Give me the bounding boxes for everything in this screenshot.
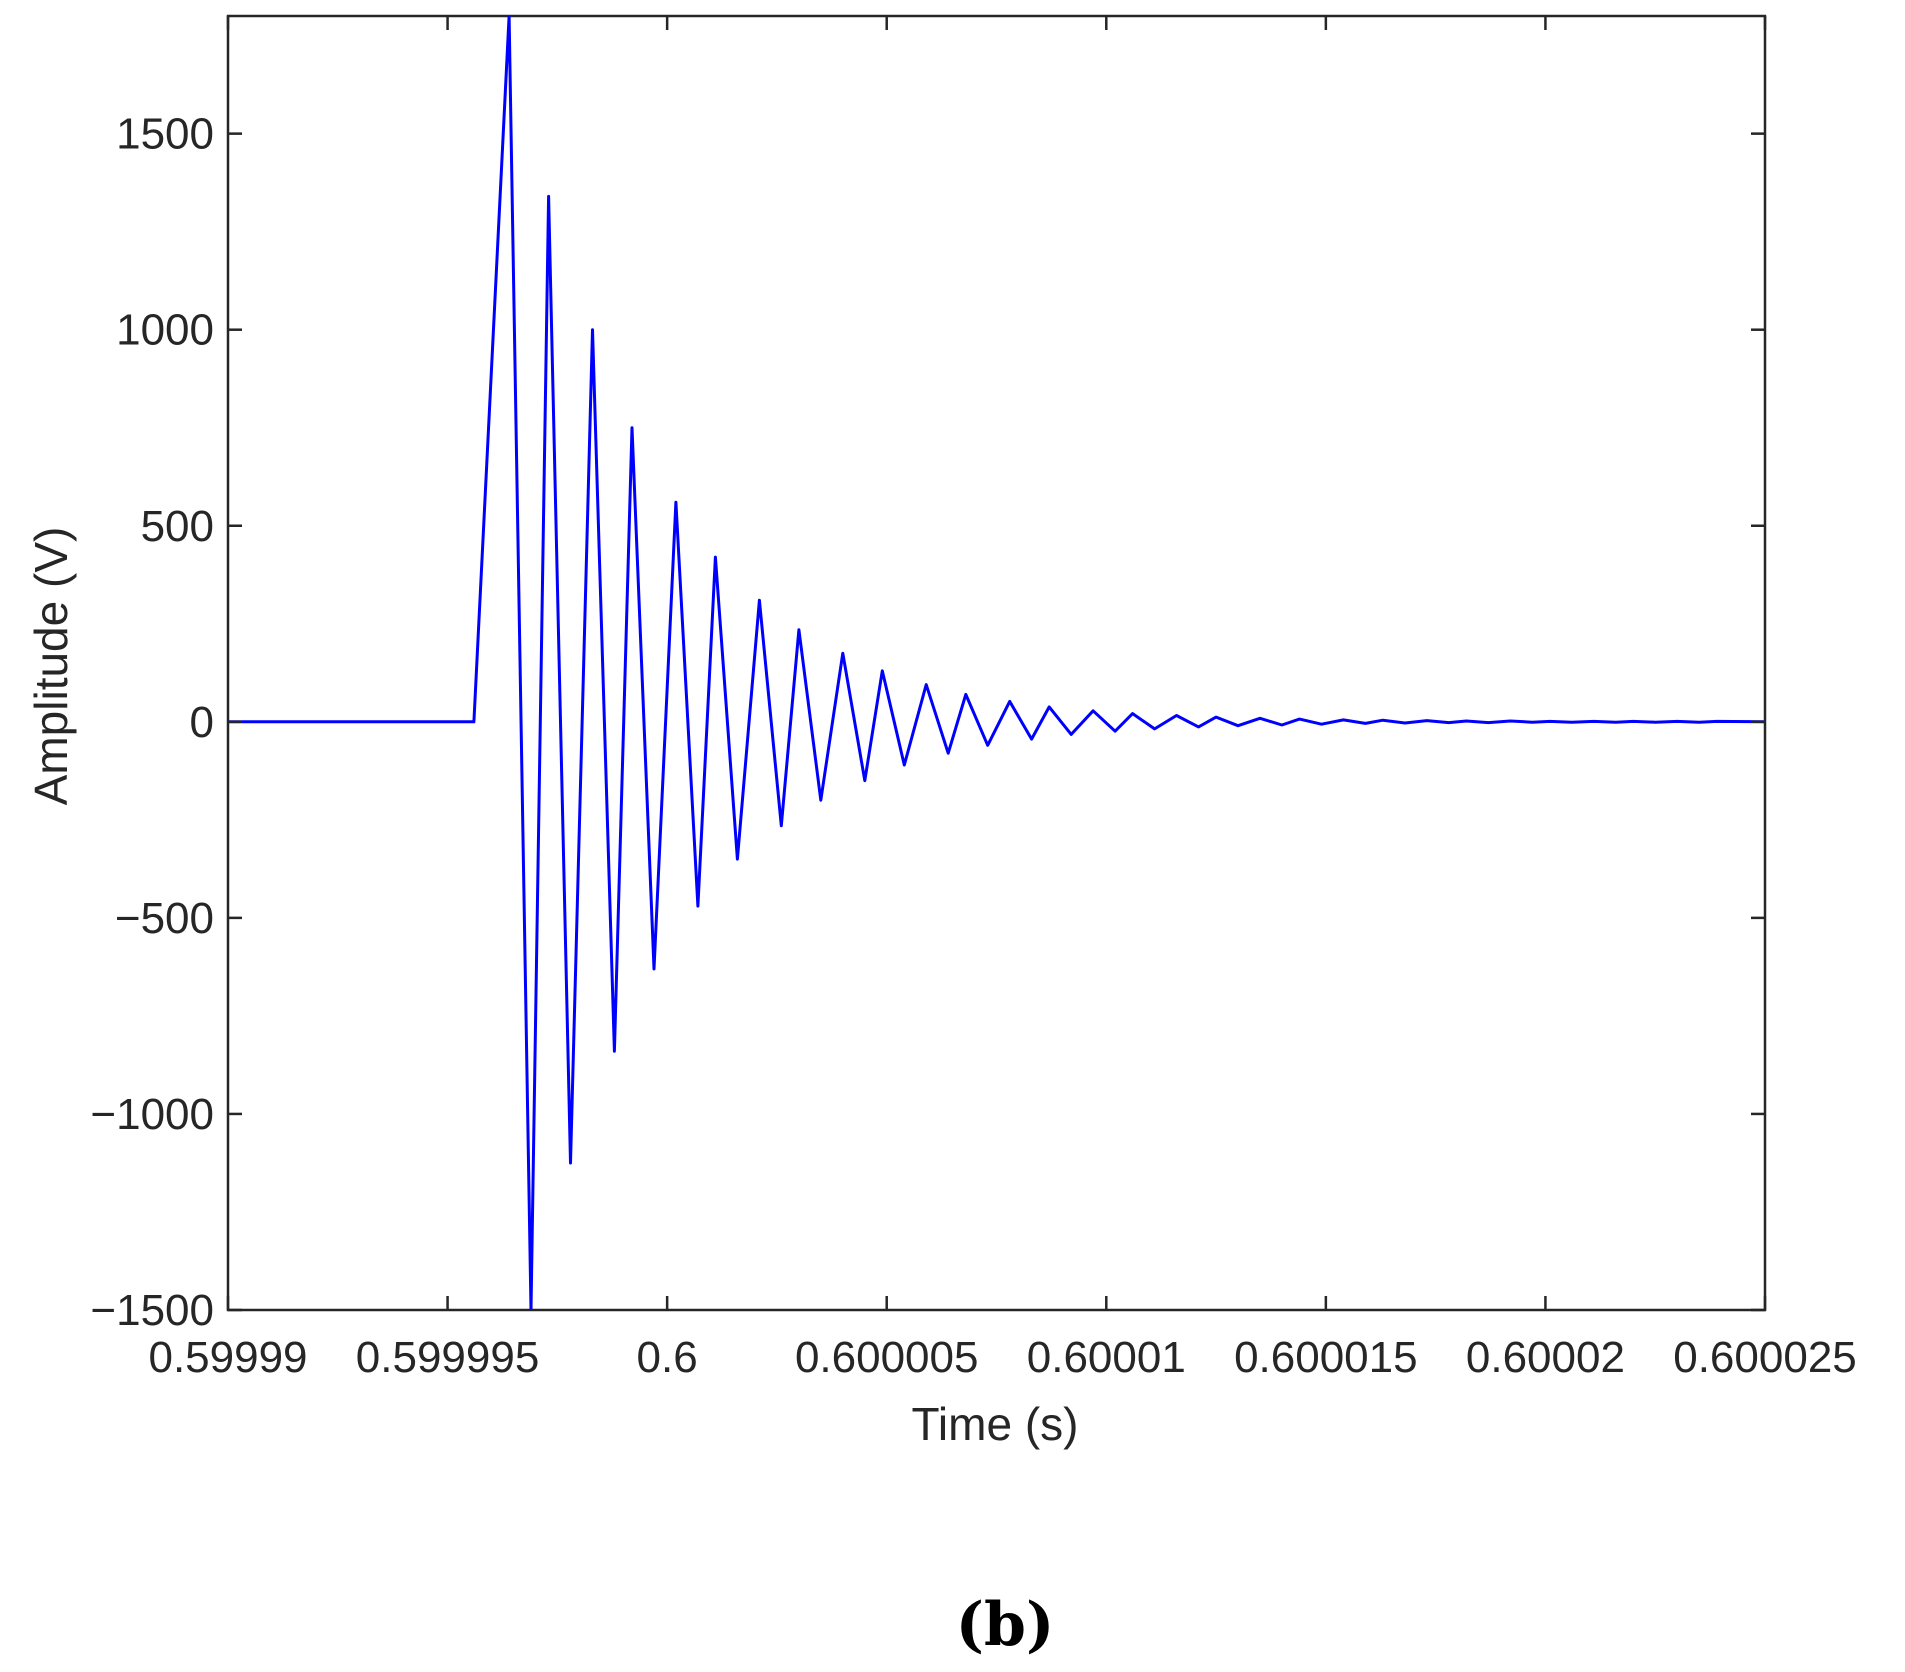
x-tick-label: 0.600025	[1673, 1333, 1857, 1382]
x-tick-label: 0.600005	[795, 1333, 979, 1382]
y-tick-label: −500	[115, 894, 214, 943]
x-axis-label: Time (s)	[912, 1398, 1079, 1450]
series-line	[228, 16, 1765, 1310]
y-axis-label: Amplitude (V)	[25, 527, 77, 806]
x-axis-ticks: 0.59999 0.599995 0.6 0.600005 0.60001 0.60001…	[148, 16, 1857, 1382]
panel-label: (b)	[956, 1590, 1055, 1660]
y-tick-label: 1500	[116, 110, 214, 159]
x-tick-label: 0.60001	[1027, 1333, 1186, 1382]
x-tick-label: 0.60002	[1466, 1333, 1625, 1382]
x-tick-label: 0.599995	[356, 1333, 540, 1382]
y-tick-label: 500	[141, 502, 214, 551]
y-axis-ticks: −1500 −1000 −500 0 500 1000 1500	[90, 110, 1765, 1335]
axes-box	[226, 14, 1767, 1312]
y-tick-label: −1500	[90, 1286, 214, 1335]
plot-area	[226, 14, 1767, 1312]
y-tick-label: 1000	[116, 306, 214, 355]
y-tick-label: −1000	[90, 1090, 214, 1139]
x-tick-label: 0.59999	[148, 1333, 307, 1382]
x-tick-label: 0.6	[637, 1333, 698, 1382]
x-tick-label: 0.600015	[1234, 1333, 1418, 1382]
y-tick-label: 0	[190, 698, 214, 747]
